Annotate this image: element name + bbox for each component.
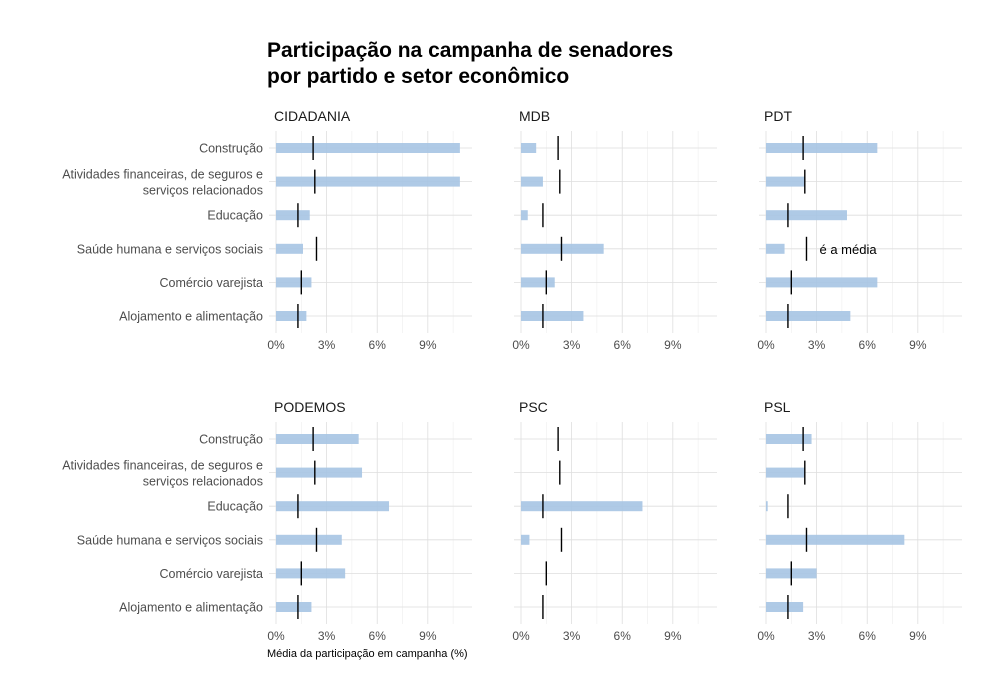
bar bbox=[276, 176, 460, 187]
panel-psl: PSL 0% 3% 6% 9% bbox=[757, 399, 962, 643]
category-label: Atividades financeiras, de seguros e serv… bbox=[62, 459, 263, 489]
bar bbox=[766, 277, 878, 288]
panel-title: PSC bbox=[519, 399, 548, 415]
bar bbox=[276, 602, 312, 612]
x-tick-label: 9% bbox=[419, 629, 437, 643]
bar bbox=[276, 311, 307, 321]
bar bbox=[766, 534, 905, 545]
x-tick-label: 6% bbox=[614, 338, 632, 352]
bar bbox=[521, 501, 643, 512]
bar bbox=[276, 568, 346, 579]
bar bbox=[276, 277, 312, 288]
mean-annotation: é a média bbox=[819, 242, 877, 257]
panel-title: MDB bbox=[519, 108, 550, 124]
x-tick-label: 0% bbox=[267, 338, 285, 352]
category-label: Alojamento e alimentação bbox=[119, 310, 263, 324]
bar bbox=[276, 467, 363, 478]
category-label-line: Atividades financeiras, de seguros e bbox=[62, 459, 263, 473]
panel-mdb: MDB 0% 3% 6% 9% bbox=[512, 108, 717, 352]
x-tick-label: 9% bbox=[664, 338, 682, 352]
bar bbox=[766, 243, 785, 254]
x-tick-label: 3% bbox=[808, 629, 826, 643]
panel-pdt: PDT 0% 3% 6% 9% é a média bbox=[757, 108, 962, 352]
x-tick-label: 3% bbox=[318, 629, 336, 643]
x-tick-label: 0% bbox=[757, 629, 775, 643]
x-tick-label: 0% bbox=[267, 629, 285, 643]
x-tick-label: 0% bbox=[757, 338, 775, 352]
bar bbox=[521, 176, 543, 187]
bar bbox=[276, 210, 310, 221]
x-tick-label: 9% bbox=[909, 629, 927, 643]
bar bbox=[521, 277, 555, 288]
x-tick-label: 3% bbox=[318, 338, 336, 352]
bar bbox=[521, 534, 530, 545]
chart-title-line-2: por partido e setor econômico bbox=[267, 65, 569, 88]
category-label: Educação bbox=[207, 500, 263, 514]
panel-podemos: PODEMOS 0% 3% 6% 9% Construção Atividades fina… bbox=[62, 399, 472, 643]
panel-title: PSL bbox=[764, 399, 791, 415]
category-label: Alojamento e alimentação bbox=[119, 601, 263, 615]
panel-title: CIDADANIA bbox=[274, 108, 351, 124]
panel-title: PODEMOS bbox=[274, 399, 346, 415]
category-label: Saúde humana e serviços sociais bbox=[77, 242, 263, 256]
category-label: Construção bbox=[199, 433, 263, 447]
x-tick-label: 3% bbox=[563, 338, 581, 352]
bar bbox=[766, 501, 768, 512]
x-tick-label: 6% bbox=[369, 629, 387, 643]
bar bbox=[766, 467, 805, 478]
category-label-line: serviços relacionados bbox=[143, 475, 263, 489]
bar bbox=[766, 210, 847, 221]
x-tick-label: 3% bbox=[808, 338, 826, 352]
bar bbox=[766, 602, 804, 612]
category-label: Saúde humana e serviços sociais bbox=[77, 533, 263, 547]
bar bbox=[766, 176, 805, 187]
x-tick-label: 0% bbox=[512, 629, 530, 643]
x-tick-label: 3% bbox=[563, 629, 581, 643]
panel-psc: PSC 0% 3% 6% 9% bbox=[512, 399, 717, 643]
bar bbox=[521, 210, 528, 221]
x-tick-label: 6% bbox=[369, 338, 387, 352]
category-label: Comércio varejista bbox=[159, 276, 263, 290]
x-tick-label: 9% bbox=[419, 338, 437, 352]
category-label-line: serviços relacionados bbox=[143, 184, 263, 198]
bar bbox=[276, 143, 460, 153]
category-label: Construção bbox=[199, 142, 263, 156]
bar bbox=[766, 434, 812, 444]
category-label: Educação bbox=[207, 209, 263, 223]
x-tick-label: 9% bbox=[664, 629, 682, 643]
x-tick-label: 6% bbox=[859, 338, 877, 352]
x-axis-label: Média da participação em campanha (%) bbox=[267, 648, 468, 660]
category-label: Atividades financeiras, de seguros e serv… bbox=[62, 168, 263, 198]
x-tick-label: 6% bbox=[614, 629, 632, 643]
panel-cidadania: CIDADANIA 0% 3% 6% 9% Construção Atividades fi… bbox=[62, 108, 472, 352]
bar bbox=[766, 143, 878, 153]
category-label-line: Atividades financeiras, de seguros e bbox=[62, 168, 263, 182]
panels-group: CIDADANIA 0% 3% 6% 9% Construção Atividades fi… bbox=[62, 108, 962, 643]
bar bbox=[521, 143, 537, 153]
x-tick-label: 0% bbox=[512, 338, 530, 352]
bar bbox=[276, 434, 359, 444]
x-tick-label: 6% bbox=[859, 629, 877, 643]
x-tick-label: 9% bbox=[909, 338, 927, 352]
bar bbox=[521, 311, 584, 321]
category-label: Comércio varejista bbox=[159, 567, 263, 581]
bar bbox=[276, 534, 342, 545]
panel-title: PDT bbox=[764, 108, 792, 124]
chart-title-line-1: Participação na campanha de senadores bbox=[267, 39, 673, 62]
bar bbox=[276, 243, 303, 254]
bar bbox=[521, 243, 604, 254]
bar bbox=[276, 501, 390, 512]
bar bbox=[766, 311, 851, 321]
